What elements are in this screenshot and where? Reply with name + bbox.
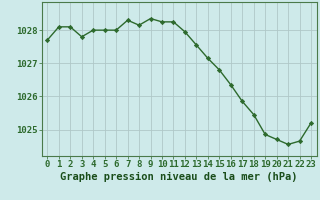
X-axis label: Graphe pression niveau de la mer (hPa): Graphe pression niveau de la mer (hPa) xyxy=(60,172,298,182)
